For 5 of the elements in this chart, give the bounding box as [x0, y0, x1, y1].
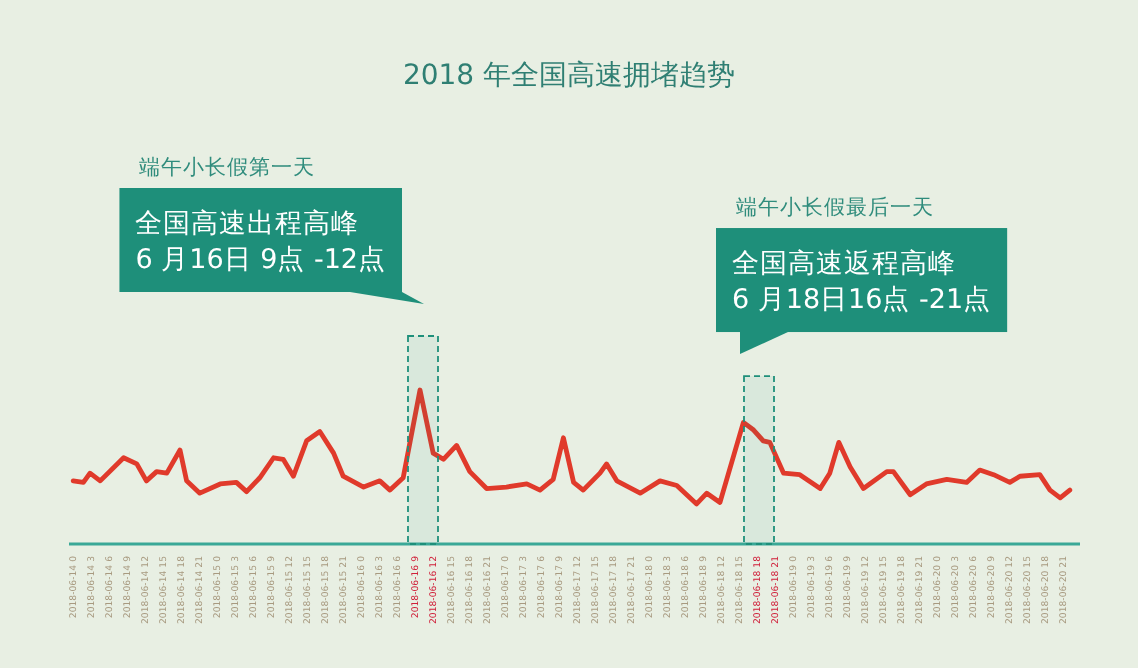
title: 2018 年全国高速拥堵趋势 [402, 60, 736, 92]
band-label: 全国高速返程高峰 6 月18日16点 -21点 [732, 248, 992, 317]
band-label: 全国高速出程高峰 6 月16日 9点 -12点 [135, 208, 386, 276]
annotation: 端午小长假第一天 [139, 156, 316, 180]
annotation: 端午小长假最后一天 [736, 196, 934, 221]
